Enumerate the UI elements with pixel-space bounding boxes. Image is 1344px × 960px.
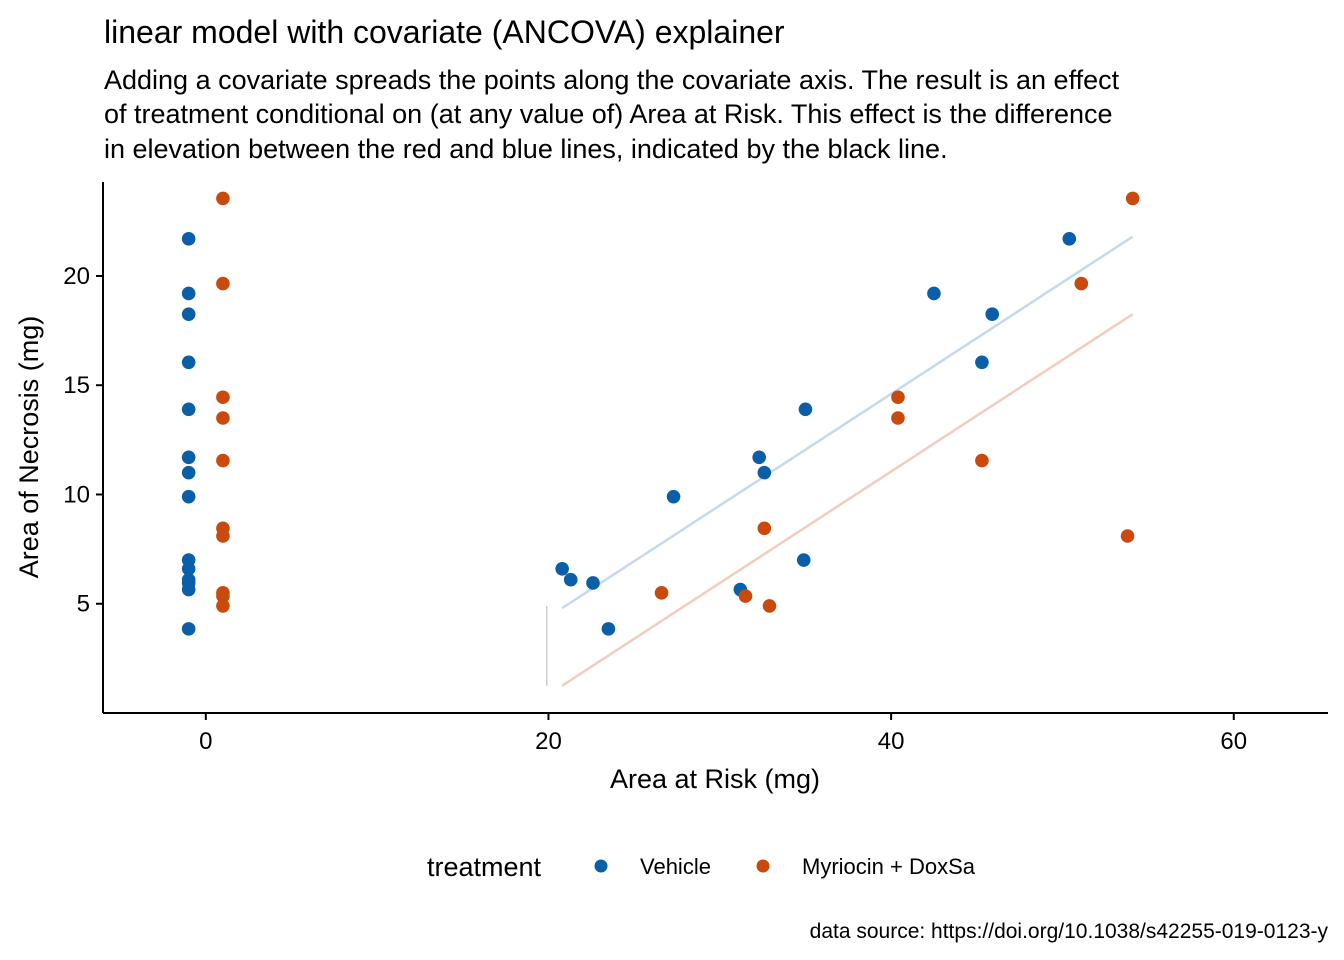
strip-point-myriocin-doxsa-8: [216, 529, 230, 543]
scatter-point-vehicle-12: [985, 307, 999, 321]
legend-label-myriocin: Myriocin + DoxSa: [802, 854, 976, 879]
legend: treatment Vehicle Myriocin + DoxSa: [427, 852, 976, 882]
strip-point-vehicle-5: [182, 583, 196, 597]
strip-point-vehicle-7: [182, 466, 196, 480]
strip-point-vehicle-11: [182, 355, 196, 369]
strip-point-myriocin-doxsa-4: [216, 390, 230, 404]
scatter-point-vehicle-1: [564, 573, 578, 587]
scatter-point-vehicle-11: [975, 355, 989, 369]
scatter-point-vehicle-6: [752, 451, 766, 465]
legend-title: treatment: [427, 852, 542, 882]
scatter-point-vehicle-8: [797, 553, 811, 567]
chart-subtitle-line-2: of treatment conditional on (at any valu…: [104, 99, 1113, 129]
x-ticks: 0 20 40 60: [199, 713, 1247, 755]
strip-point-myriocin-doxsa-6: [216, 454, 230, 468]
y-ticks: 5 10 15 20: [63, 263, 103, 618]
scatter-point-myriocin-doxsa-9: [1126, 192, 1140, 206]
x-tick-label-60: 60: [1220, 728, 1247, 755]
scatter-point-myriocin-doxsa-0: [655, 586, 669, 600]
scatter-point-vehicle-3: [602, 622, 616, 636]
chart-title: linear model with covariate (ANCOVA) exp…: [104, 14, 785, 50]
strip-point-myriocin-doxsa-7: [216, 277, 230, 291]
legend-key-myriocin: [757, 860, 770, 873]
strip-point-myriocin-doxsa-5: [216, 411, 230, 425]
x-tick-label-40: 40: [878, 728, 905, 755]
scatter-point-myriocin-doxsa-6: [975, 454, 989, 468]
strip-point-vehicle-10: [182, 287, 196, 301]
strip-point-vehicle-9: [182, 402, 196, 416]
y-tick-label-5: 5: [77, 591, 90, 618]
fit-line-vehicle: [562, 237, 1133, 608]
plot-area: [182, 192, 1140, 686]
strip-point-vehicle-6: [182, 451, 196, 465]
x-tick-label-20: 20: [535, 728, 562, 755]
scatter-point-vehicle-2: [586, 576, 600, 590]
strip-point-myriocin-doxsa-3: [216, 599, 230, 613]
scatter-point-myriocin-doxsa-8: [1121, 529, 1135, 543]
y-tick-label-10: 10: [63, 481, 90, 508]
y-tick-label-15: 15: [63, 372, 90, 399]
strip-point-vehicle-12: [182, 307, 196, 321]
scatter-point-vehicle-4: [667, 490, 681, 504]
strip-point-myriocin-doxsa-9: [216, 192, 230, 206]
scatter-point-myriocin-doxsa-1: [739, 589, 753, 603]
fit-line-myriocin-doxsa: [562, 314, 1133, 685]
scatter-point-myriocin-doxsa-3: [763, 599, 777, 613]
strip-point-vehicle-8: [182, 553, 196, 567]
scatter-point-vehicle-10: [927, 287, 941, 301]
y-axis-title: Area of Necrosis (mg): [14, 316, 44, 579]
scatter-point-myriocin-doxsa-5: [891, 411, 905, 425]
scatter-point-vehicle-9: [799, 402, 813, 416]
y-tick-label-20: 20: [63, 263, 90, 290]
chart-subtitle-line-1: Adding a covariate spreads the points al…: [104, 65, 1120, 95]
x-axis-title: Area at Risk (mg): [610, 764, 820, 794]
strip-point-vehicle-3: [182, 622, 196, 636]
scatter-point-myriocin-doxsa-2: [758, 522, 772, 536]
legend-label-vehicle: Vehicle: [640, 854, 711, 879]
scatter-point-vehicle-0: [555, 562, 569, 576]
chart-subtitle-line-3: in elevation between the red and blue li…: [104, 134, 948, 164]
data-source-caption: data source: https://doi.org/10.1038/s42…: [810, 920, 1329, 943]
scatter-point-vehicle-13: [1062, 232, 1076, 246]
scatter-point-vehicle-7: [758, 466, 772, 480]
scatter-point-myriocin-doxsa-4: [891, 390, 905, 404]
strip-point-vehicle-13: [182, 232, 196, 246]
scatter-point-myriocin-doxsa-7: [1074, 277, 1088, 291]
strip-point-vehicle-4: [182, 490, 196, 504]
x-tick-label-0: 0: [199, 728, 212, 755]
legend-key-vehicle: [595, 860, 608, 873]
